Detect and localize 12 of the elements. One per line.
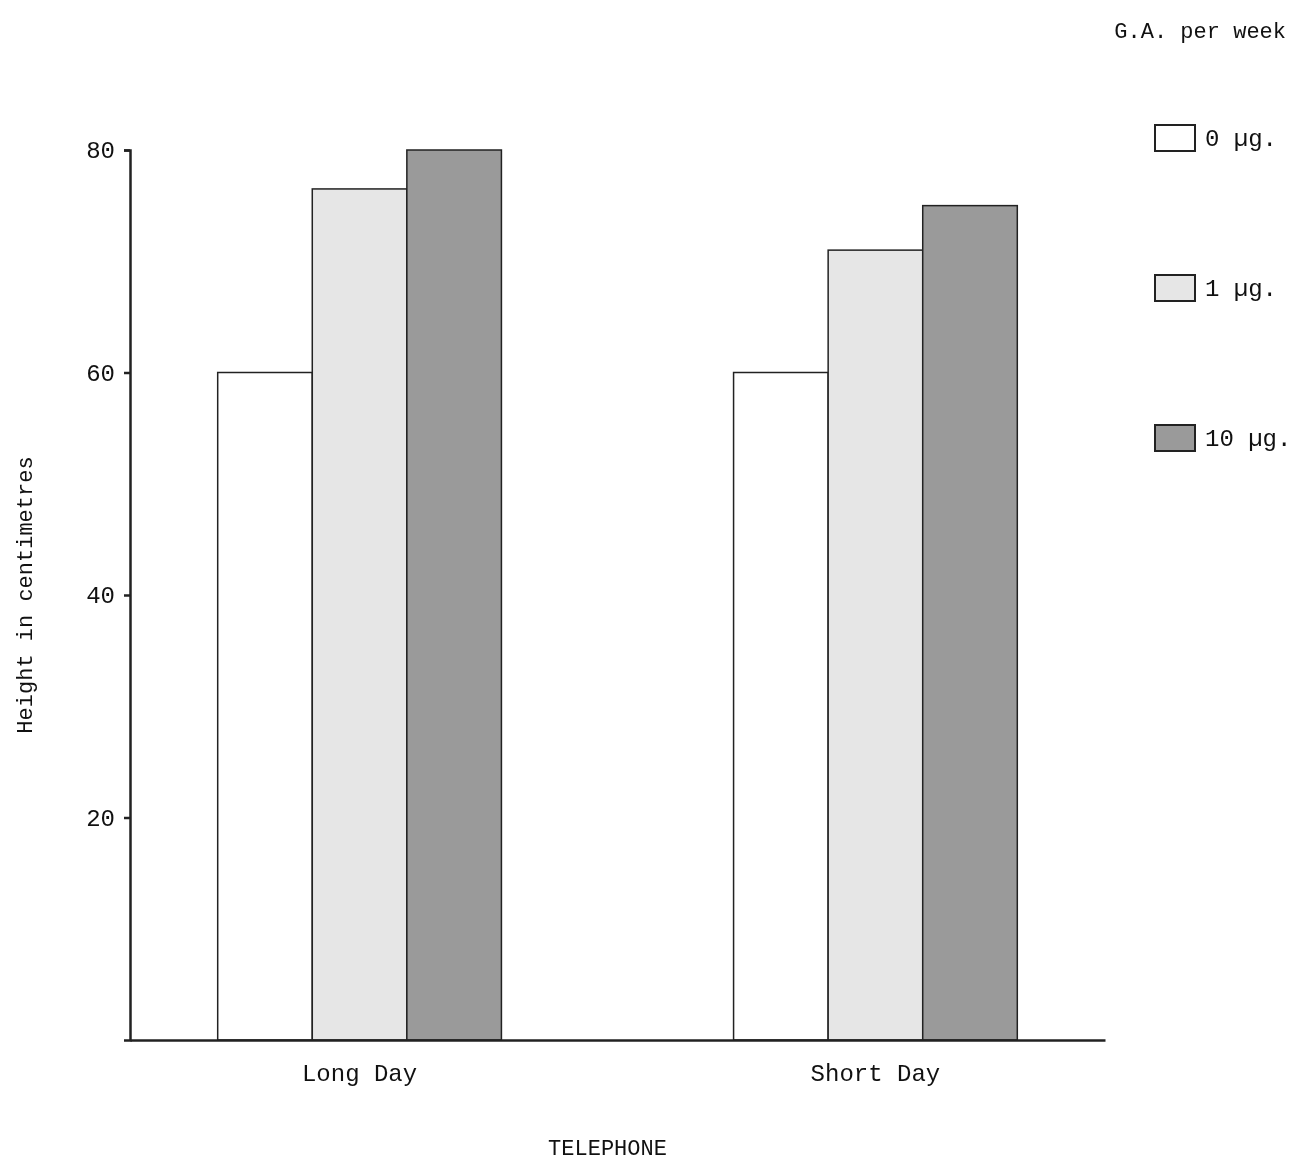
legend-title: G.A. per week	[1114, 20, 1286, 45]
x-axis-title: TELEPHONE	[548, 1137, 667, 1162]
legend-label: 0 µg.	[1205, 126, 1278, 153]
y-tick-label: 80	[86, 138, 115, 166]
y-tick-label: 60	[86, 360, 115, 388]
x-tick-label: Long Day	[301, 1061, 418, 1089]
y-tick-label: 40	[86, 583, 115, 611]
y-tick-label: 20	[86, 805, 115, 833]
legend-label: 10 µg.	[1205, 426, 1292, 453]
y-axis-title: Height in centimetres	[14, 456, 39, 734]
x-tick-label: Short Day	[810, 1061, 941, 1089]
legend-label: 1 µg.	[1205, 276, 1278, 303]
